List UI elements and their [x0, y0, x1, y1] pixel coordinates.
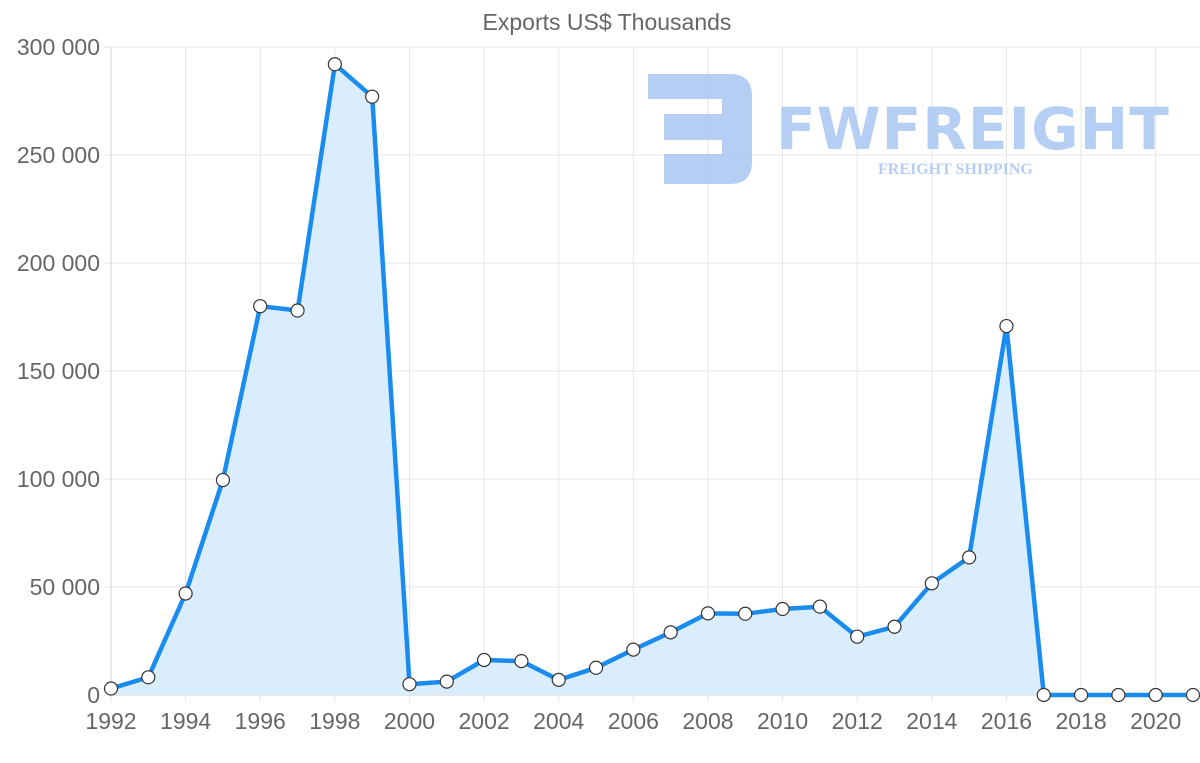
data-point-2016[interactable] [999, 318, 1014, 334]
x-tick-label: 2000 [384, 708, 435, 734]
data-point-1998[interactable] [327, 57, 342, 72]
data-point-2003[interactable] [514, 653, 529, 669]
data-point-1996[interactable] [253, 299, 268, 314]
data-point-1992[interactable] [103, 681, 119, 696]
y-tick-label: 250 000 [17, 142, 100, 168]
chart-title: Exports US$ Thousands [483, 9, 732, 35]
y-tick-label: 200 000 [17, 250, 100, 276]
x-axis-labels: 1992 1994 1996 1998 2000 2002 2004 2006 2008 2010… [85, 708, 1181, 734]
data-point-1994[interactable] [178, 586, 193, 601]
x-tick-label: 2008 [682, 708, 733, 734]
x-tick-label: 2004 [533, 708, 584, 734]
data-point-2001[interactable] [439, 674, 454, 689]
data-point-2002[interactable] [477, 652, 492, 668]
data-point-2008[interactable] [700, 606, 716, 621]
data-point-2015[interactable] [962, 550, 977, 565]
x-tick-label: 2018 [1055, 708, 1106, 734]
data-point-1995[interactable] [215, 472, 231, 488]
data-point-markers [103, 57, 1200, 703]
data-point-2021[interactable] [1185, 687, 1200, 703]
data-point-2020[interactable] [1148, 687, 1163, 703]
x-tick-label: 2006 [608, 708, 659, 734]
x-tick-label: 2010 [757, 708, 808, 734]
data-point-2007[interactable] [663, 625, 678, 640]
data-point-2018[interactable] [1073, 687, 1089, 703]
watermark-brand: FWFREIGHT [776, 95, 1170, 163]
x-tick-label: 1994 [160, 708, 211, 734]
data-point-2012[interactable] [850, 629, 865, 644]
y-tick-label: 300 000 [17, 34, 100, 60]
y-tick-label: 50 000 [30, 574, 100, 600]
data-point-1993[interactable] [141, 670, 156, 685]
watermark-tagline: FREIGHT SHIPPING [878, 161, 1033, 178]
x-tick-label: 1992 [85, 708, 136, 734]
x-tick-label: 1998 [309, 708, 360, 734]
data-point-2011[interactable] [812, 599, 827, 614]
y-tick-label: 100 000 [17, 466, 100, 492]
data-point-2014[interactable] [924, 576, 939, 591]
y-tick-label: 150 000 [17, 358, 100, 384]
x-tick-label: 2012 [832, 708, 883, 734]
fwfreight-logo-icon [648, 74, 752, 184]
data-point-2000[interactable] [402, 677, 417, 692]
data-point-2010[interactable] [775, 601, 790, 617]
x-tick-label: 2002 [459, 708, 510, 734]
x-tick-label: 1996 [235, 708, 286, 734]
x-tick-label: 2020 [1130, 708, 1181, 734]
y-tick-label: 0 [87, 682, 100, 708]
x-tick-label: 2014 [906, 708, 957, 734]
data-point-1999[interactable] [365, 89, 380, 104]
x-tick-label: 2016 [981, 708, 1032, 734]
watermark-logo: FWFREIGHT FREIGHT SHIPPING [648, 74, 1170, 184]
data-point-2004[interactable] [551, 672, 566, 687]
area-fill [111, 64, 1193, 696]
data-point-2017[interactable] [1036, 687, 1051, 703]
data-point-1997[interactable] [290, 303, 305, 318]
data-point-2006[interactable] [626, 642, 641, 657]
y-axis-labels: 0 50 000 100 000 150 000 200 000 250 000 300 0… [17, 34, 100, 708]
data-point-2005[interactable] [588, 660, 604, 675]
data-point-2013[interactable] [887, 619, 902, 634]
data-point-2019[interactable] [1111, 687, 1126, 703]
data-point-2009[interactable] [738, 606, 753, 621]
